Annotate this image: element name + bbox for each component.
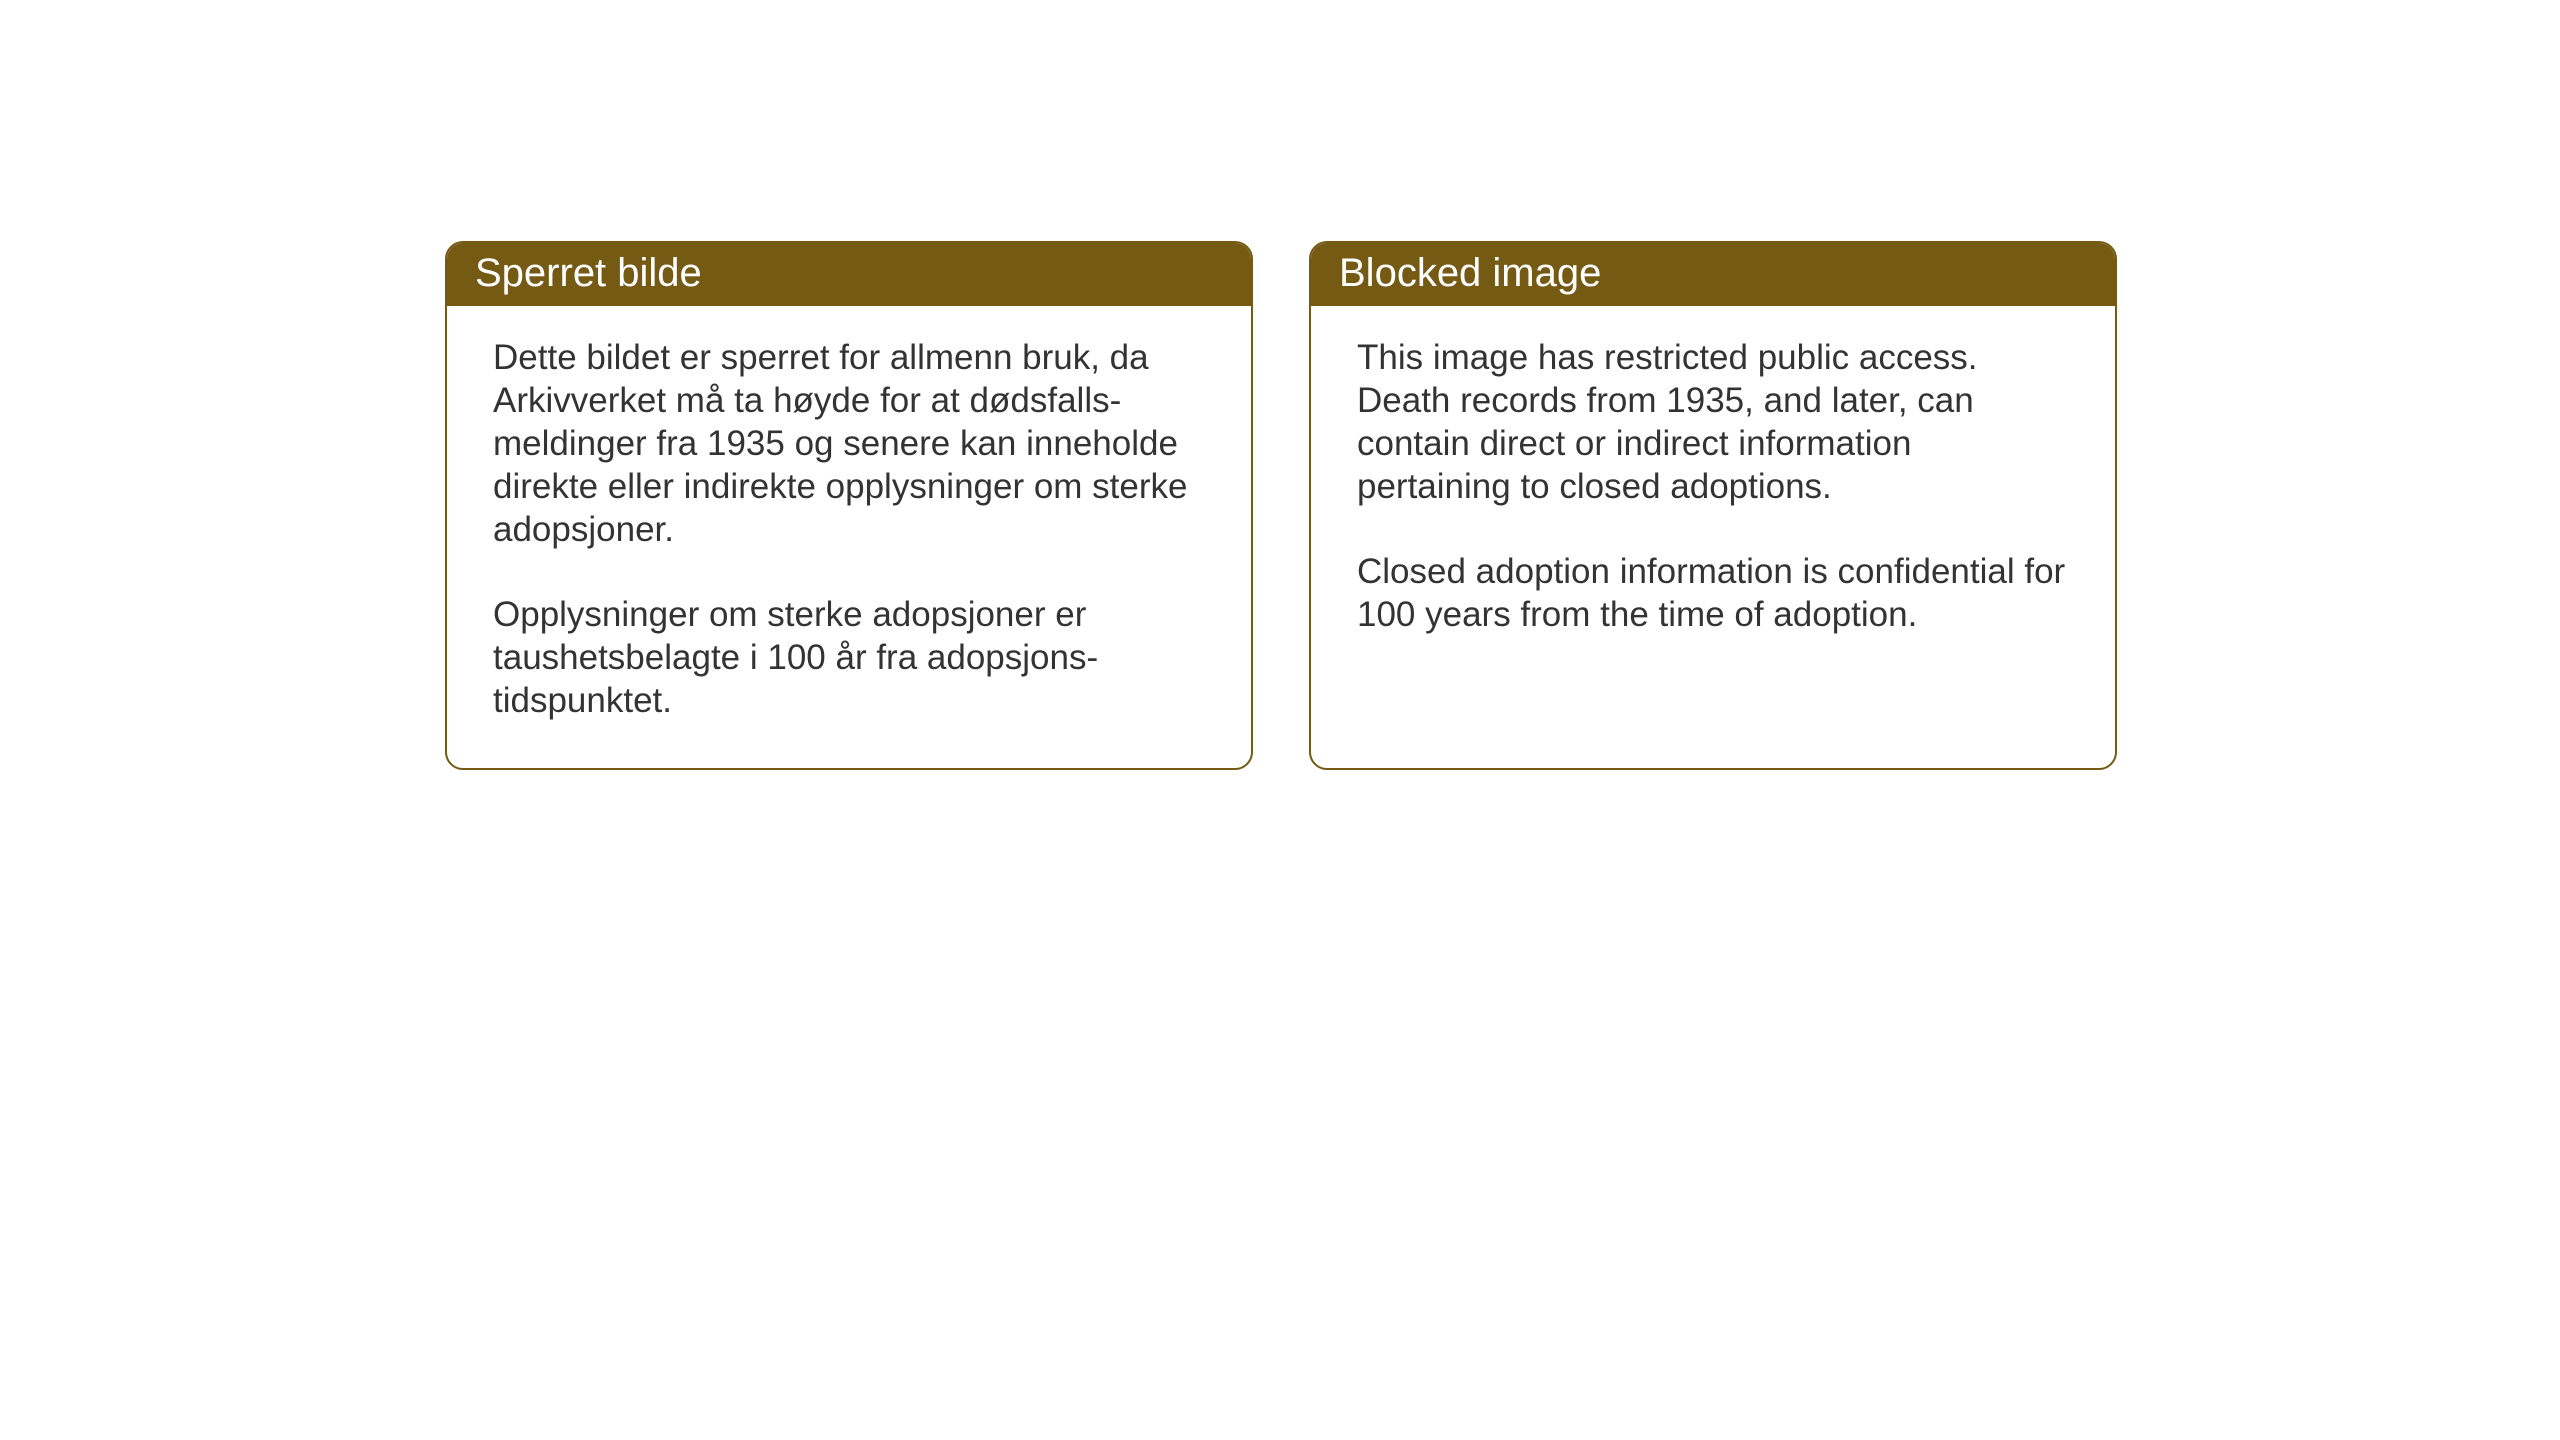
notice-paragraph: This image has restricted public access.… xyxy=(1357,336,2069,508)
notice-header-norwegian: Sperret bilde xyxy=(447,243,1251,306)
notice-header-english: Blocked image xyxy=(1311,243,2115,306)
notice-paragraph: Opplysninger om sterke adopsjoner er tau… xyxy=(493,593,1205,722)
notice-body-norwegian: Dette bildet er sperret for allmenn bruk… xyxy=(447,306,1251,768)
notice-cards-container: Sperret bilde Dette bildet er sperret fo… xyxy=(445,241,2117,770)
notice-card-english: Blocked image This image has restricted … xyxy=(1309,241,2117,770)
notice-paragraph: Closed adoption information is confident… xyxy=(1357,550,2069,636)
notice-card-norwegian: Sperret bilde Dette bildet er sperret fo… xyxy=(445,241,1253,770)
notice-body-english: This image has restricted public access.… xyxy=(1311,306,2115,682)
notice-paragraph: Dette bildet er sperret for allmenn bruk… xyxy=(493,336,1205,551)
